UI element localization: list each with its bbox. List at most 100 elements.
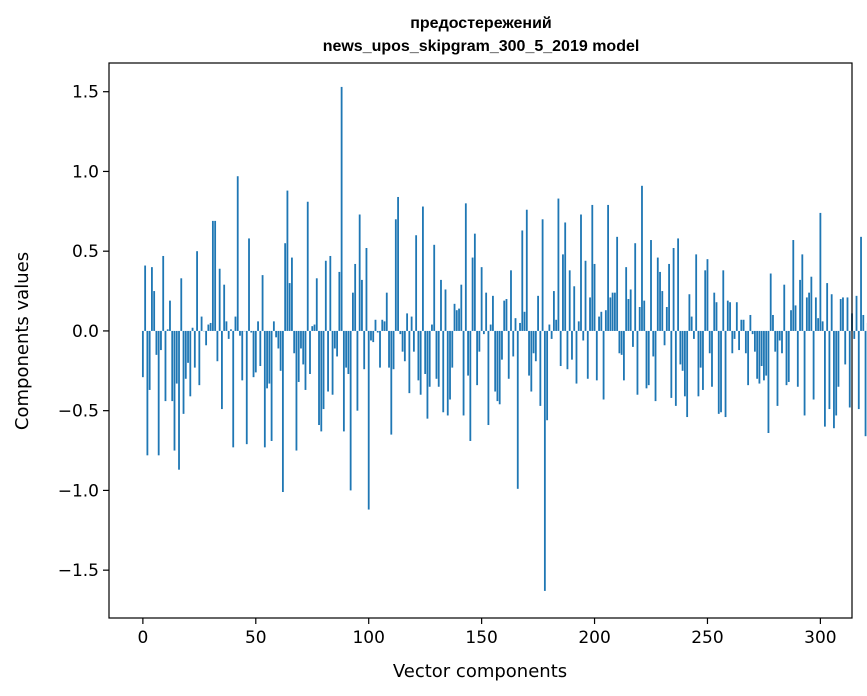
bar [175,330,178,384]
bar [453,303,456,331]
bar [444,289,447,331]
bar [464,203,467,331]
bar [476,330,479,386]
bar [266,330,268,389]
bar [618,330,621,354]
bar [313,324,316,331]
bar [812,330,815,400]
bar [241,330,244,381]
bar [302,330,305,365]
bar [390,330,393,435]
bar [505,299,508,331]
bar [821,321,824,331]
bar [333,330,336,349]
bar [519,322,521,331]
bar [507,330,510,379]
bar [408,330,411,394]
bar [236,176,239,331]
bar [412,330,415,352]
bar [338,271,341,331]
bar [263,330,266,448]
bar [799,279,801,331]
bar [778,330,781,341]
bar [801,254,804,331]
bar [760,330,763,367]
bar [514,318,517,331]
bar [742,319,745,331]
bar [455,310,458,331]
bar [566,330,569,370]
bar [582,330,585,341]
bar [379,330,381,368]
bar [753,330,756,352]
bar [422,206,424,331]
bar [501,330,503,360]
bar [510,270,512,331]
bar [794,305,797,331]
bar [146,330,149,456]
bar [787,330,790,382]
bar [722,270,725,331]
bar [196,251,198,331]
bar [494,330,497,392]
bar [227,330,230,339]
bar [230,329,232,331]
bar [187,330,189,363]
bar [191,327,194,331]
bar [207,324,210,331]
bar [293,330,296,354]
bar [221,330,223,410]
bar [383,321,386,331]
bar [584,260,587,331]
bar [726,300,729,331]
bar [277,330,280,349]
bar [385,292,388,331]
x-tick-label: 300 [804,628,836,648]
y-tick-label: −1.0 [58,481,99,501]
bar [259,330,262,367]
bar [281,330,284,493]
bar [478,330,481,352]
bar [765,330,768,376]
bar [248,238,250,331]
bar [616,236,619,331]
bar [417,330,420,381]
x-tick-label: 100 [352,628,384,648]
bar [322,330,325,410]
bar [638,307,641,331]
bar [724,330,727,418]
bar [747,330,750,386]
x-tick-label: 150 [465,628,497,648]
bar [239,330,241,336]
bars-group [141,86,867,591]
bar [361,279,363,331]
bar [717,330,720,414]
bar [473,233,476,331]
bar [670,330,673,398]
bar [699,330,702,368]
bar [595,330,598,381]
bar [695,254,698,331]
bar [857,330,860,410]
bar [632,330,634,347]
bar [218,268,221,331]
bar [442,330,445,413]
bar [356,330,359,411]
bar [749,314,752,331]
bar [469,330,472,441]
bar [311,326,314,331]
bar [512,330,515,357]
bar [681,330,684,371]
bar [844,330,847,365]
bar [740,319,743,331]
bar [645,330,648,389]
bar [647,330,650,386]
bar [864,330,867,437]
bar [205,330,208,346]
bar [250,330,253,333]
bar [688,294,691,331]
bar [853,330,856,339]
bar [388,330,390,368]
bar [763,330,765,381]
